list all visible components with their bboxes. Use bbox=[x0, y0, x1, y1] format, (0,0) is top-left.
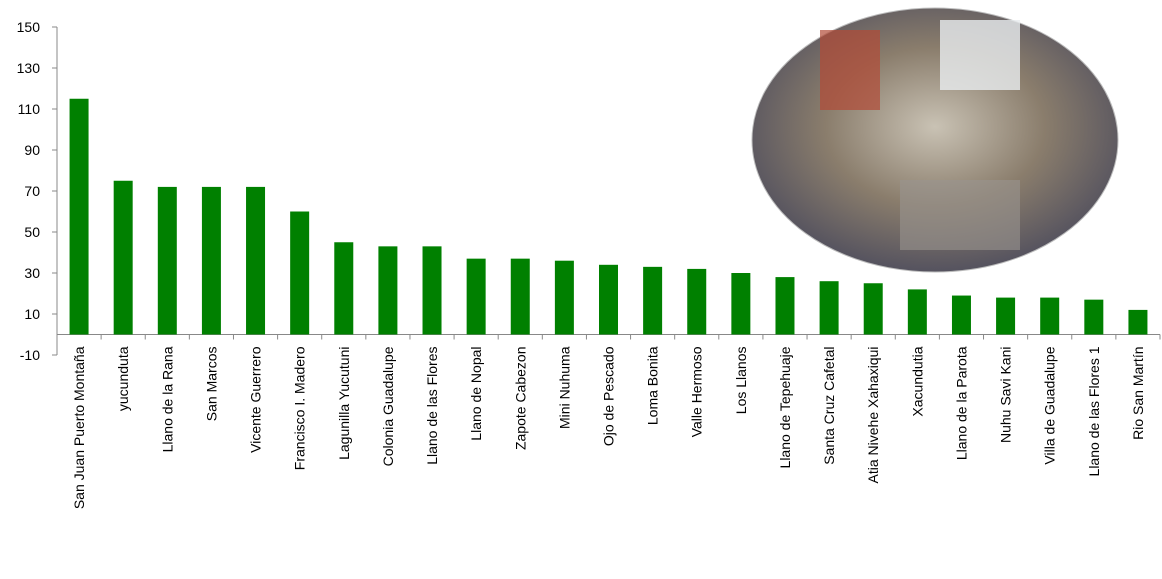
bar bbox=[157, 186, 177, 335]
bar bbox=[1084, 299, 1104, 335]
y-tick-label: 70 bbox=[24, 183, 40, 199]
x-tick-label: Villa de Guadalupe bbox=[1042, 346, 1058, 464]
bar bbox=[863, 283, 883, 335]
bar bbox=[775, 277, 795, 335]
x-tick-label: Lagunilla Yucutuni bbox=[336, 347, 352, 460]
x-tick-label: Llano de Tepehuaje bbox=[777, 346, 793, 468]
x-tick-label: Santa Cruz Cafetal bbox=[821, 347, 837, 465]
bar bbox=[599, 264, 618, 335]
bar bbox=[643, 266, 663, 335]
x-tick-label: Colonia Guadalupe bbox=[380, 346, 396, 466]
x-tick-label: Nuhu Savi Kani bbox=[998, 347, 1014, 444]
x-tick-label: Xacundutia bbox=[909, 346, 925, 416]
x-tick-label: Ojo de Pescado bbox=[601, 346, 617, 446]
y-tick-label: 150 bbox=[17, 19, 41, 35]
x-tick-label: Loma Bonita bbox=[645, 346, 661, 425]
x-tick-label: Atia Nivehe Xahaxiqui bbox=[865, 347, 881, 484]
bar bbox=[1040, 297, 1060, 335]
bar bbox=[687, 268, 707, 335]
bar bbox=[1128, 309, 1148, 335]
x-tick-label: San Marcos bbox=[203, 347, 219, 422]
x-tick-label: San Juan Puerto Montaña bbox=[71, 346, 87, 509]
bar bbox=[907, 289, 927, 335]
x-tick-label: Mini Nuhuma bbox=[556, 346, 572, 429]
bar bbox=[69, 98, 89, 335]
bar bbox=[819, 281, 839, 335]
x-tick-label: Francisco I. Madero bbox=[292, 346, 308, 470]
x-tick-label: Llano de las Flores 1 bbox=[1086, 346, 1102, 476]
bar bbox=[466, 258, 486, 335]
x-tick-label: Vicente Guerrero bbox=[248, 346, 264, 453]
bar bbox=[290, 211, 310, 335]
y-tick-label: 10 bbox=[24, 306, 40, 322]
bar bbox=[378, 246, 398, 335]
photo-inset bbox=[751, 7, 1119, 273]
bar bbox=[422, 246, 442, 335]
x-tick-label: Llano de Nopal bbox=[468, 347, 484, 441]
x-tick-label: Los Llanos bbox=[733, 347, 749, 415]
bar bbox=[996, 297, 1016, 335]
x-tick-label: Rio San Martín bbox=[1130, 347, 1146, 440]
bar bbox=[201, 186, 221, 335]
bar bbox=[951, 295, 971, 335]
bar bbox=[510, 258, 530, 335]
y-tick-label: 110 bbox=[18, 101, 41, 117]
y-tick-label: -10 bbox=[20, 347, 40, 363]
bar bbox=[554, 260, 574, 335]
x-tick-label: Zapote Cabezon bbox=[512, 347, 528, 451]
x-tick-label: yucunduta bbox=[115, 346, 131, 411]
y-tick-label: 130 bbox=[17, 60, 41, 76]
bar bbox=[731, 273, 751, 335]
x-tick-label: Llano de la Parota bbox=[953, 346, 969, 460]
y-tick-label: 30 bbox=[24, 265, 40, 281]
x-tick-label: Llano de las Flores bbox=[424, 347, 440, 465]
bar bbox=[246, 186, 266, 335]
x-tick-label: Valle Hermoso bbox=[689, 346, 705, 437]
y-tick-label: 90 bbox=[24, 142, 40, 158]
x-tick-label: Llano de la Rana bbox=[159, 346, 175, 452]
y-tick-label: 50 bbox=[24, 224, 40, 240]
bar bbox=[113, 180, 133, 335]
bar bbox=[334, 242, 354, 335]
